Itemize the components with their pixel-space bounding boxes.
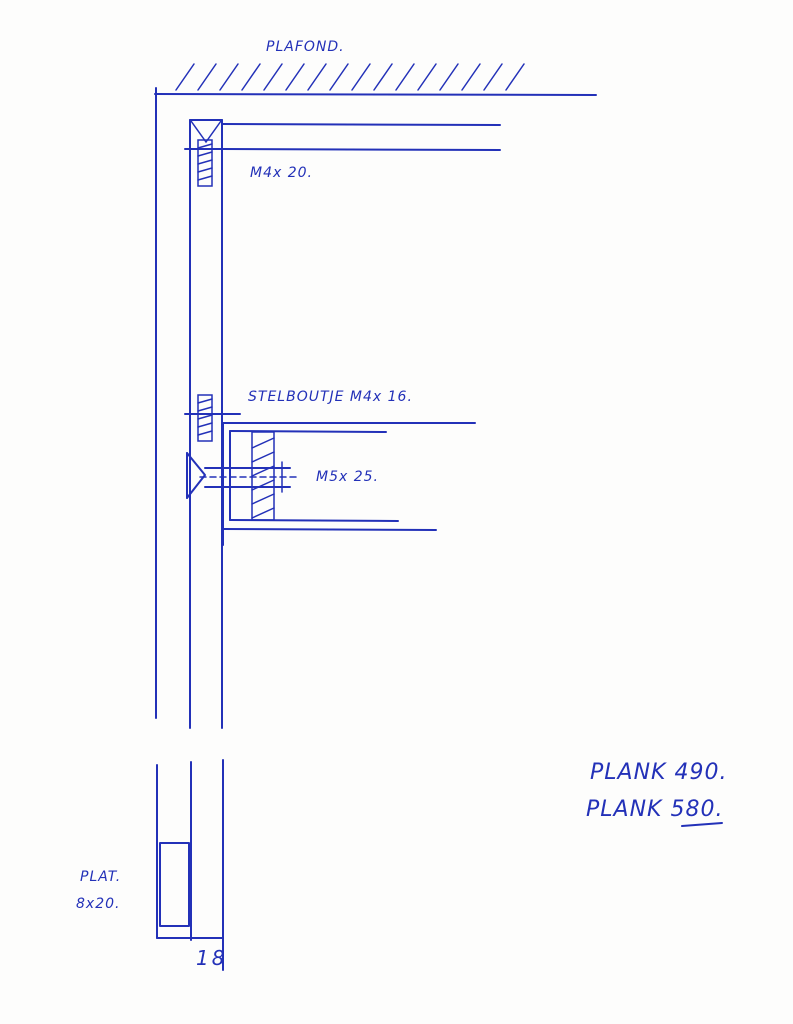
flat-bar — [159, 842, 190, 927]
ceiling-hatch — [154, 63, 597, 96]
plank-underline — [681, 822, 723, 827]
set-bolt — [184, 394, 241, 442]
bolt-m5 — [186, 452, 301, 499]
ceiling-label: PLAFOND. — [266, 39, 345, 55]
top-rail — [184, 123, 501, 151]
plank-label-2: PLANK 580. — [586, 797, 724, 822]
wall-outline — [155, 87, 158, 939]
set-bolt-label: STELBOUTJE M4x 16. — [248, 389, 413, 405]
top-screw — [190, 120, 222, 187]
flat-bar-label-line2: 8x20. — [76, 896, 121, 912]
dimension-label: 18 — [196, 946, 228, 970]
flat-bar-label-line1: PLAT. — [80, 869, 122, 885]
dimension-marks — [156, 925, 224, 941]
bolt-label: M5x 25. — [316, 469, 379, 485]
vertical-upright — [189, 119, 224, 971]
screw-top-label: M4x 20. — [250, 165, 313, 181]
shelf-bracket — [222, 422, 476, 546]
plank-label-1: PLANK 490. — [590, 760, 728, 785]
